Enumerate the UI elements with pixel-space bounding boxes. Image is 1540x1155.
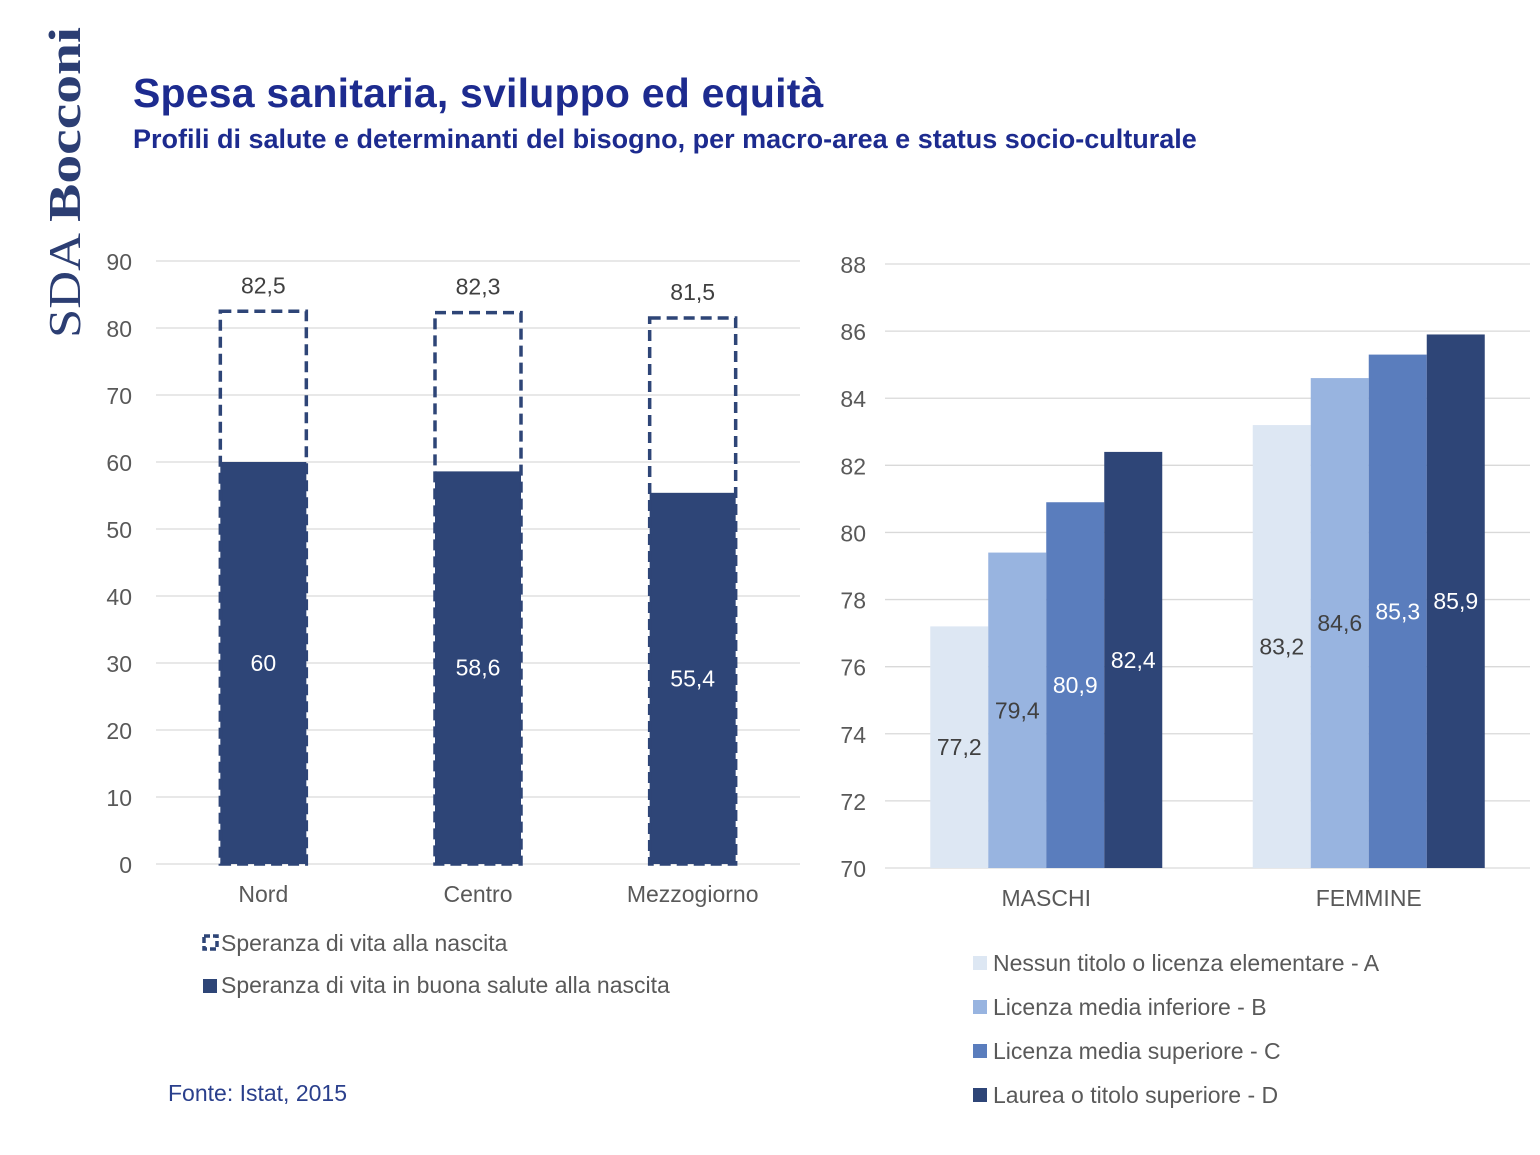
data-label-healthy-life: 60 xyxy=(251,650,277,676)
y-tick-label: 78 xyxy=(840,588,866,614)
legend-label-healthy-life: Speranza di vita in buona salute alla na… xyxy=(221,972,670,998)
bar-femmine-1 xyxy=(1252,425,1311,868)
y-tick-label: 80 xyxy=(840,520,866,546)
x-tick-label: Centro xyxy=(443,881,512,907)
data-label: 79,4 xyxy=(995,697,1040,723)
data-label-life-expectancy: 82,5 xyxy=(241,272,286,298)
y-tick-label: 72 xyxy=(840,789,866,815)
y-tick-label: 76 xyxy=(840,655,866,681)
legend-label-life-expectancy: Speranza di vita alla nascita xyxy=(221,930,508,956)
x-tick-label: Mezzogiorno xyxy=(627,881,759,907)
y-tick-label: 0 xyxy=(119,852,132,878)
legend-swatch-healthy-life xyxy=(203,979,217,993)
y-tick-label: 30 xyxy=(106,651,132,677)
bar-femmine-4 xyxy=(1426,334,1485,868)
data-label: 85,9 xyxy=(1433,588,1478,614)
bar-maschi-1 xyxy=(930,626,989,868)
bar-life-expectancy-mezzogiorno xyxy=(647,316,738,866)
x-tick-label: FEMMINE xyxy=(1316,885,1422,911)
y-tick-label: 10 xyxy=(106,785,132,811)
legend-swatch-4 xyxy=(973,1088,987,1102)
y-tick-label: 70 xyxy=(106,383,132,409)
legend-swatch-life-expectancy xyxy=(202,934,219,951)
legend-label-2: Licenza media inferiore - B xyxy=(993,994,1267,1020)
y-tick-label: 90 xyxy=(106,249,132,275)
y-tick-label: 74 xyxy=(840,722,866,748)
sda-bocconi-logo: Bocconi SDA xyxy=(39,27,86,338)
y-tick-label: 20 xyxy=(106,718,132,744)
bar-maschi-2 xyxy=(988,552,1047,868)
data-label: 80,9 xyxy=(1053,672,1098,698)
bar-healthy-life-mezzogiorno xyxy=(649,492,736,864)
y-tick-label: 80 xyxy=(106,316,132,342)
legend-label-1: Nessun titolo o licenza elementare - A xyxy=(993,950,1380,976)
y-tick-label: 50 xyxy=(106,517,132,543)
data-label: 77,2 xyxy=(937,734,982,760)
legend-label-4: Laurea o titolo superiore - D xyxy=(993,1082,1278,1108)
y-tick-label: 88 xyxy=(840,252,866,278)
x-tick-label: Nord xyxy=(238,881,288,907)
bar-healthy-life-nord xyxy=(220,462,307,864)
bar-healthy-life-centro xyxy=(435,471,521,864)
legend: Nessun titolo o licenza elementare - A Li… xyxy=(973,950,1380,1108)
page-title: Spesa sanitaria, sviluppo ed equità xyxy=(133,70,824,116)
y-tick-label: 60 xyxy=(106,450,132,476)
data-label-healthy-life: 58,6 xyxy=(456,655,501,681)
y-tick-label: 86 xyxy=(840,319,866,345)
logo-text-sda: SDA xyxy=(39,233,86,338)
source-note: Fonte: Istat, 2015 xyxy=(168,1080,348,1106)
y-tick-label: 84 xyxy=(840,386,866,412)
legend-swatch-3 xyxy=(973,1044,987,1058)
logo-text-bocconi: Bocconi xyxy=(39,27,86,222)
x-tick-label: MASCHI xyxy=(1002,885,1091,911)
data-label: 84,6 xyxy=(1317,610,1362,636)
page-subtitle: Profili di salute e determinanti del bis… xyxy=(133,124,1197,154)
data-label-life-expectancy: 82,3 xyxy=(456,274,501,300)
bar-maschi-3 xyxy=(1046,502,1105,868)
data-label: 82,4 xyxy=(1111,647,1156,673)
y-tick-label: 70 xyxy=(840,856,866,882)
legend: Speranza di vita alla nascita Speranza di… xyxy=(202,930,670,998)
y-tick-label: 40 xyxy=(106,584,132,610)
legend-swatch-1 xyxy=(973,956,987,970)
bar-life-expectancy-centro xyxy=(433,310,523,866)
bar-life-expectancy-nord xyxy=(218,309,309,866)
legend-label-3: Licenza media superiore - C xyxy=(993,1038,1281,1064)
data-label-life-expectancy: 81,5 xyxy=(670,279,715,305)
data-label-healthy-life: 55,4 xyxy=(670,665,715,691)
data-label: 85,3 xyxy=(1375,598,1420,624)
life-expectancy-chart: 0 10 20 30 40 50 60 70 80 90 82,5 60 Nord 82,3 58,6 Cen… xyxy=(106,249,800,998)
bar-femmine-2 xyxy=(1310,378,1369,868)
data-label: 83,2 xyxy=(1259,634,1304,660)
legend-swatch-2 xyxy=(973,1000,987,1014)
y-tick-label: 82 xyxy=(840,453,866,479)
bar-femmine-3 xyxy=(1368,354,1427,869)
bar-maschi-4 xyxy=(1104,451,1163,868)
